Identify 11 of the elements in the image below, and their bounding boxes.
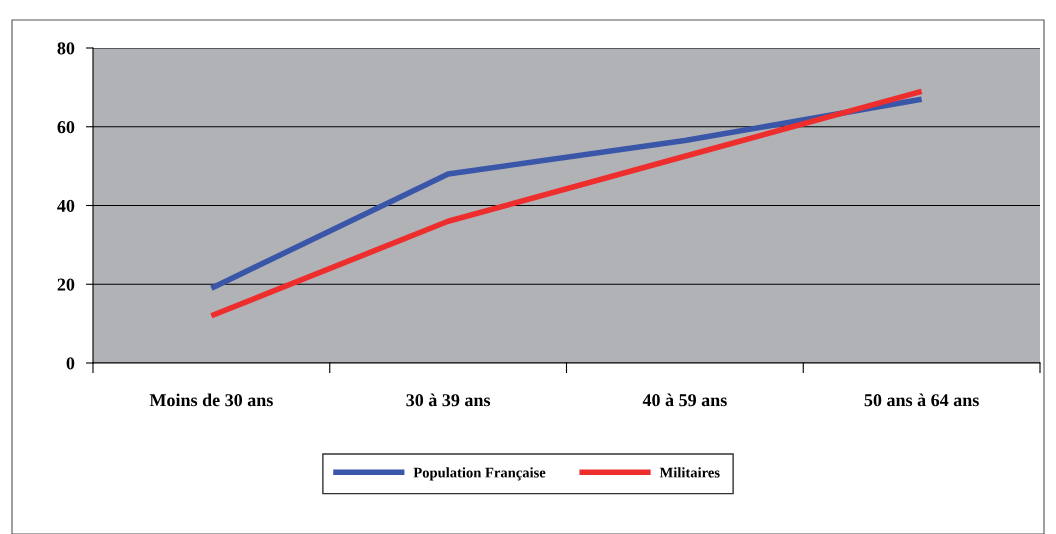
y-tick-label: 20 — [57, 278, 75, 291]
y-tick-label: 0 — [66, 357, 75, 370]
x-tick-label: 50 ans à 64 ans — [864, 393, 979, 407]
y-tick-label: 40 — [57, 199, 75, 212]
legend-label: Militaires — [659, 467, 720, 478]
y-tick-label: 80 — [57, 42, 75, 55]
x-tick-label: Moins de 30 ans — [149, 393, 273, 407]
y-tick-label: 60 — [57, 121, 75, 134]
legend-label: Population Française — [413, 467, 546, 481]
x-tick-label: 40 à 59 ans — [642, 393, 727, 407]
x-tick-label: 30 à 39 ans — [406, 393, 491, 407]
